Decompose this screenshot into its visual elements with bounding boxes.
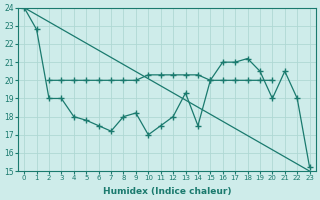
X-axis label: Humidex (Indice chaleur): Humidex (Indice chaleur): [103, 187, 231, 196]
